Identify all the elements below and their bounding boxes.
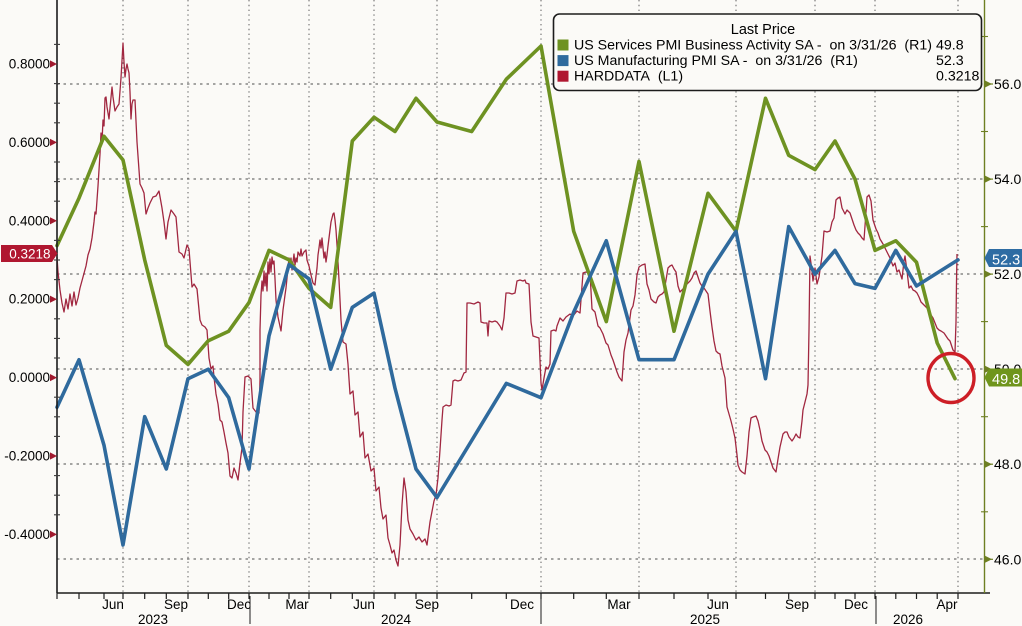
svg-text:Dec: Dec: [510, 597, 534, 612]
svg-text:0.6000: 0.6000: [9, 135, 50, 150]
svg-text:Jun: Jun: [707, 597, 729, 612]
svg-text:0.8000: 0.8000: [9, 57, 50, 72]
svg-text:US Services PMI Business Activ: US Services PMI Business Activity SA - o…: [574, 38, 932, 54]
svg-text:Sep: Sep: [164, 597, 188, 612]
svg-text:52.3: 52.3: [936, 53, 964, 69]
svg-text:0.3218: 0.3218: [936, 69, 980, 85]
svg-text:52.0: 52.0: [994, 266, 1021, 282]
svg-text:Sep: Sep: [415, 597, 439, 612]
svg-text:49.8: 49.8: [992, 372, 1020, 388]
svg-text:48.0: 48.0: [994, 456, 1021, 472]
svg-text:Sep: Sep: [785, 597, 809, 612]
svg-text:56.0: 56.0: [994, 76, 1021, 92]
svg-text:HARDDATA (L1): HARDDATA (L1): [574, 69, 683, 85]
svg-text:52.3: 52.3: [992, 253, 1020, 269]
svg-text:2026: 2026: [893, 612, 923, 626]
svg-text:0.4000: 0.4000: [9, 213, 50, 228]
svg-text:Dec: Dec: [844, 597, 868, 612]
svg-text:Apr: Apr: [936, 597, 958, 612]
svg-text:46.0: 46.0: [994, 551, 1021, 567]
svg-text:2023: 2023: [138, 612, 168, 626]
svg-text:54.0: 54.0: [994, 171, 1021, 187]
svg-text:2024: 2024: [381, 612, 412, 626]
svg-text:-0.4000: -0.4000: [4, 527, 50, 542]
svg-text:49.8: 49.8: [936, 38, 964, 54]
svg-text:Jun: Jun: [102, 597, 124, 612]
svg-text:Jun: Jun: [353, 597, 375, 612]
svg-text:0.0000: 0.0000: [9, 370, 50, 385]
svg-text:-0.2000: -0.2000: [4, 449, 50, 464]
svg-text:Dec: Dec: [227, 597, 251, 612]
svg-text:0.3218: 0.3218: [9, 247, 50, 262]
svg-text:US Manufacturing PMI SA - on: US Manufacturing PMI SA - on 3/31/26 (R1…: [574, 53, 858, 69]
svg-text:2025: 2025: [690, 612, 720, 626]
svg-text:Last Price: Last Price: [731, 22, 795, 38]
svg-text:Mar: Mar: [607, 597, 631, 612]
svg-text:Mar: Mar: [285, 597, 309, 612]
svg-text:0.2000: 0.2000: [9, 292, 50, 307]
